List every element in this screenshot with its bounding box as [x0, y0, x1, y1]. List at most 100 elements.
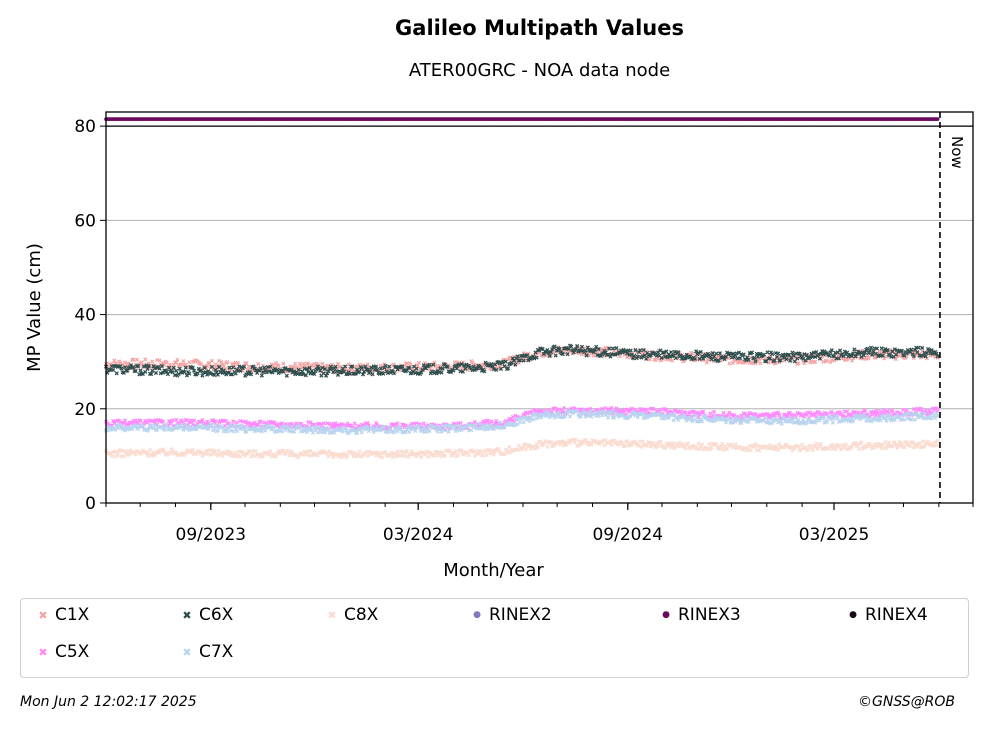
data-point	[841, 413, 846, 419]
data-point	[920, 445, 925, 450]
data-point	[648, 444, 653, 449]
data-point	[874, 346, 880, 351]
data-point	[305, 367, 310, 372]
data-point	[628, 414, 633, 419]
data-point	[326, 425, 331, 431]
data-point	[808, 443, 813, 448]
data-point	[897, 439, 902, 444]
data-point	[608, 439, 613, 444]
data-point	[433, 425, 438, 430]
data-point	[454, 423, 460, 428]
data-point	[459, 448, 464, 454]
data-point	[159, 363, 164, 369]
data-point	[363, 364, 368, 369]
data-point	[805, 447, 811, 452]
data-point	[472, 419, 477, 425]
data-point	[630, 356, 636, 361]
data-point	[761, 352, 766, 357]
data-point	[575, 343, 580, 349]
data-point	[138, 368, 143, 373]
data-point	[232, 423, 237, 428]
data-point	[713, 357, 718, 362]
data-point	[721, 410, 726, 415]
data-point	[767, 443, 772, 448]
data-point	[829, 348, 834, 353]
data-point	[506, 449, 511, 454]
data-point	[296, 367, 301, 372]
data-point	[258, 419, 263, 424]
data-point	[377, 454, 382, 459]
data-point	[572, 440, 577, 445]
data-point	[258, 366, 263, 371]
data-point	[583, 438, 588, 443]
data-point	[716, 358, 721, 363]
data-point	[692, 356, 697, 361]
data-point	[567, 414, 573, 419]
data-point	[407, 429, 412, 435]
data-point	[145, 366, 150, 371]
data-point	[274, 454, 279, 459]
data-point	[297, 361, 302, 366]
data-point	[563, 414, 568, 419]
data-point	[359, 366, 364, 371]
data-point	[513, 362, 518, 367]
data-point	[510, 356, 515, 361]
data-point	[776, 410, 781, 415]
data-point	[181, 359, 186, 364]
data-point	[895, 445, 900, 450]
data-point	[268, 364, 273, 369]
data-point	[861, 353, 866, 358]
data-point	[922, 444, 927, 449]
data-point	[432, 453, 437, 458]
data-point	[458, 420, 463, 426]
legend-item-c7x: ✖ C7X	[179, 642, 233, 662]
data-point	[696, 414, 701, 419]
y-tick-label: 40	[74, 306, 96, 326]
data-point	[111, 367, 116, 373]
data-point	[439, 370, 444, 375]
data-point	[635, 354, 640, 359]
data-point	[451, 368, 456, 373]
data-point	[698, 349, 703, 355]
data-point	[629, 406, 634, 411]
data-point	[772, 447, 777, 452]
data-point	[281, 369, 286, 374]
data-point	[489, 362, 494, 367]
data-point	[683, 356, 688, 361]
data-point	[553, 353, 558, 358]
data-point	[853, 413, 858, 418]
data-point	[227, 365, 232, 370]
data-point	[284, 373, 289, 378]
legend-marker: ✖	[182, 645, 192, 659]
data-point	[157, 358, 162, 363]
data-point	[916, 345, 921, 350]
data-point	[492, 421, 498, 426]
legend: ✖ C1X ✖ C6X ✖ C8X ● RINEX2 ● RINEX3 ● RINEX4 ✖ C5X ✖ C7…	[20, 598, 969, 678]
data-point	[591, 349, 596, 355]
data-point	[933, 440, 938, 445]
data-point	[695, 410, 700, 415]
data-point	[867, 441, 872, 446]
data-point	[413, 370, 418, 376]
data-point	[824, 419, 830, 425]
data-point	[545, 444, 550, 450]
data-point	[379, 455, 385, 460]
data-point	[746, 419, 751, 424]
data-point	[892, 417, 897, 422]
data-point	[596, 347, 601, 352]
data-point	[241, 364, 247, 369]
data-point	[402, 453, 407, 458]
data-point	[214, 370, 219, 375]
data-point	[564, 345, 569, 351]
data-point	[215, 453, 220, 458]
data-point	[226, 452, 231, 457]
data-point	[514, 417, 519, 422]
data-point	[792, 415, 797, 420]
data-point	[395, 449, 400, 454]
data-point	[291, 429, 297, 434]
data-point	[187, 371, 192, 376]
data-point	[691, 409, 696, 414]
data-point	[896, 442, 901, 447]
data-point	[231, 365, 236, 370]
data-point	[234, 420, 239, 425]
